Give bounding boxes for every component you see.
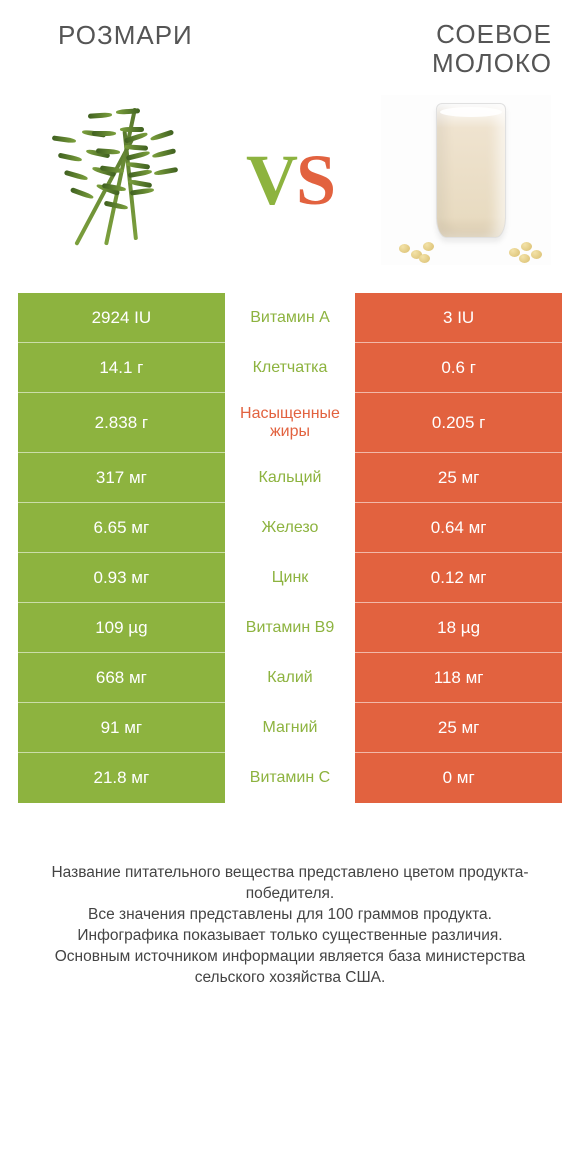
comparison-table: 2924 IUВитамин A3 IU14.1 гКлетчатка0.6 г… [18,293,562,803]
footnote: Название питательного вещества представл… [18,863,562,989]
vs-s: S [296,140,334,220]
cell-left-value: 91 мг [18,703,225,753]
table-row: 14.1 гКлетчатка0.6 г [18,343,562,393]
cell-right-value: 3 IU [355,293,562,343]
cell-nutrient-label: Витамин C [225,753,356,803]
table-row: 109 µgВитамин B918 µg [18,603,562,653]
table-row: 2.838 гНасыщенные жиры0.205 г [18,393,562,453]
table-row: 317 мгКальций25 мг [18,453,562,503]
cell-nutrient-label: Клетчатка [225,343,356,393]
cell-right-value: 0.6 г [355,343,562,393]
cell-nutrient-label: Магний [225,703,356,753]
cell-left-value: 14.1 г [18,343,225,393]
cell-right-value: 0 мг [355,753,562,803]
cell-left-value: 109 µg [18,603,225,653]
table-row: 0.93 мгЦинк0.12 мг [18,553,562,603]
rosemary-icon [34,105,194,255]
titles-row: РОЗМАРИ СОЕВОЕМОЛОКО [18,20,562,77]
cell-left-value: 0.93 мг [18,553,225,603]
table-row: 2924 IUВитамин A3 IU [18,293,562,343]
cell-left-value: 2924 IU [18,293,225,343]
cell-left-value: 2.838 г [18,393,225,453]
cell-right-value: 0.205 г [355,393,562,453]
vs-label: VS [246,139,334,222]
cell-left-value: 6.65 мг [18,503,225,553]
cell-nutrient-label: Кальций [225,453,356,503]
soymilk-icon [381,95,551,265]
title-right: СОЕВОЕМОЛОКО [305,20,562,77]
cell-right-value: 25 мг [355,703,562,753]
table-row: 91 мгМагний25 мг [18,703,562,753]
vs-v: V [246,140,296,220]
cell-nutrient-label: Насыщенные жиры [225,393,356,453]
title-right-text: СОЕВОЕМОЛОКО [432,19,552,78]
table-row: 668 мгКалий118 мг [18,653,562,703]
cell-left-value: 317 мг [18,453,225,503]
table-row: 6.65 мгЖелезо0.64 мг [18,503,562,553]
cell-nutrient-label: Витамин B9 [225,603,356,653]
cell-right-value: 0.12 мг [355,553,562,603]
images-row: VS [18,95,562,265]
cell-nutrient-label: Калий [225,653,356,703]
cell-nutrient-label: Железо [225,503,356,553]
cell-nutrient-label: Цинк [225,553,356,603]
cell-right-value: 0.64 мг [355,503,562,553]
title-left: РОЗМАРИ [18,20,305,51]
table-row: 21.8 мгВитамин C0 мг [18,753,562,803]
right-image [376,95,556,265]
cell-nutrient-label: Витамин A [225,293,356,343]
left-image [24,95,204,265]
cell-right-value: 118 мг [355,653,562,703]
cell-right-value: 25 мг [355,453,562,503]
cell-right-value: 18 µg [355,603,562,653]
cell-left-value: 21.8 мг [18,753,225,803]
cell-left-value: 668 мг [18,653,225,703]
